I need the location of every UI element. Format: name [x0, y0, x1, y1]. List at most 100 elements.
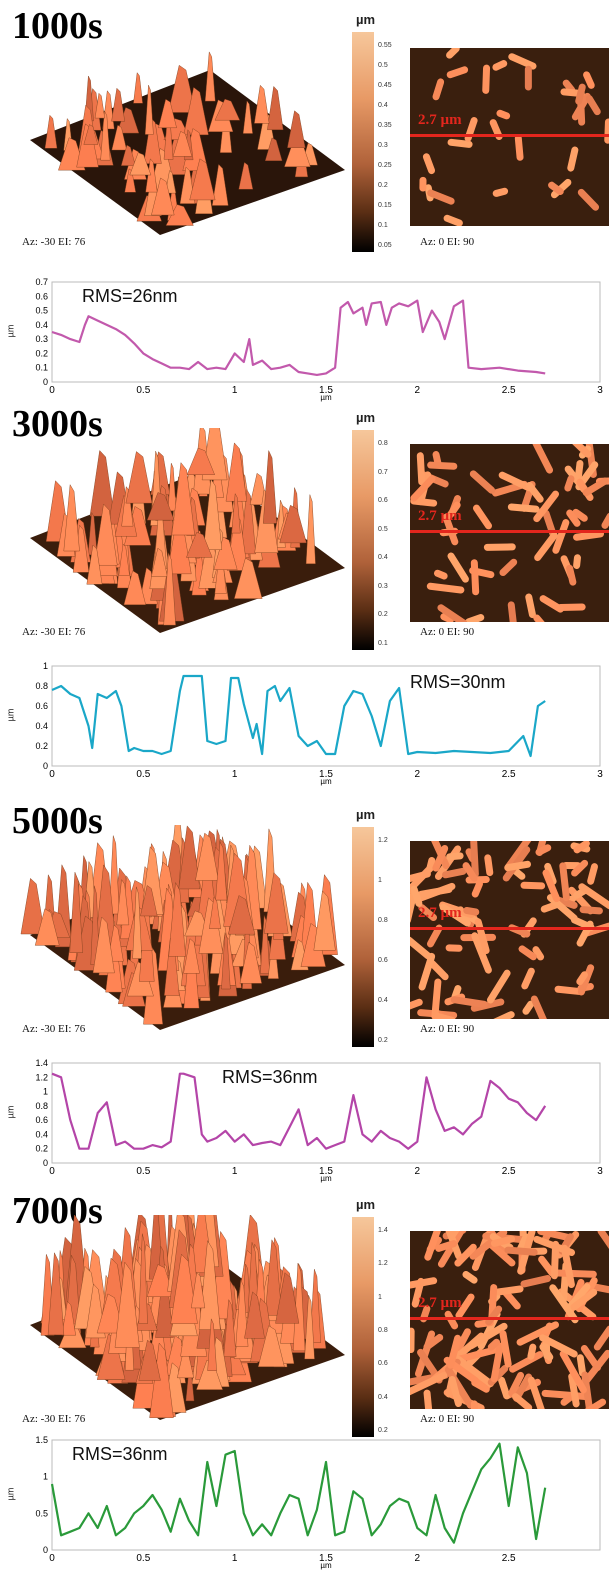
profile-line: [51, 674, 546, 758]
y-tick-label: 0.4: [35, 721, 48, 731]
view-label-2d: Az: 0 EI: 90: [420, 626, 475, 638]
y-tick-label: 0.8: [35, 1101, 48, 1111]
colorbar-tick: 0.2: [378, 1037, 388, 1044]
y-axis-label: µm: [5, 324, 16, 338]
y-axis-label: µm: [5, 1487, 16, 1501]
colorbar-tick: 0.6: [378, 1360, 388, 1368]
x-tick-label: 2: [415, 1553, 421, 1564]
colorbar-tick: 0.5: [378, 62, 388, 69]
colorbar-tick: 1.2: [378, 1260, 388, 1268]
y-tick-label: 0.6: [35, 701, 48, 711]
profile-line: [51, 299, 546, 376]
afm-panel-1000s: 1000s Az: -30 EI: 76 µm 0.55 0.5 0.45 0.4 0.35 0…: [0, 0, 609, 402]
scan-line-label: 2.7 µm: [418, 508, 462, 524]
x-tick-label: 2.5: [502, 1166, 516, 1177]
profile-line: [50, 1442, 547, 1544]
colorbar-tick: 0.2: [378, 182, 388, 189]
x-tick-label: 0.5: [136, 769, 150, 780]
afm-3d-surface: [30, 51, 345, 235]
time-label: 5000s: [12, 800, 103, 842]
x-axis-label: µm: [320, 393, 332, 402]
colorbar-tick: 0.4: [378, 102, 388, 109]
view-label-3d: Az: -30 EI: 76: [22, 1023, 86, 1035]
colorbar-tick: 0.2: [378, 1427, 388, 1434]
x-tick-label: 1.5: [319, 1166, 333, 1177]
x-tick-label: 3: [597, 1166, 603, 1177]
colorbar-tick: 0.55: [378, 42, 392, 49]
colorbar-tick: 1: [378, 1293, 382, 1301]
x-axis-label: µm: [320, 1174, 332, 1183]
plot-frame: [51, 1439, 601, 1551]
y-tick-label: 0.8: [35, 681, 48, 691]
rms-label: RMS=36nm: [222, 1067, 318, 1087]
profile-line: [51, 1072, 547, 1150]
scan-line: [410, 927, 609, 930]
colorbar-tick: 0.05: [378, 242, 392, 249]
afm-3d-surface: [30, 428, 345, 633]
afm-panel-3000s: 3000s Az: -30 EI: 76 µm 0.8 0.7 0.6 0.5 0.4 0.3 0…: [0, 398, 609, 795]
x-tick-label: 0: [49, 385, 55, 396]
y-tick-label: 0.3: [35, 334, 48, 344]
x-tick-label: 0.5: [136, 1553, 150, 1564]
x-tick-label: 1: [232, 385, 238, 396]
profile-svg: 0 0.5 1 1.5 2 2.5 3 µm 1 0.8 0.6 0.4 0.2 0: [35, 661, 603, 786]
height-profile-chart: 0 0.5 1 1.5 2 2.5 3 µm 1 0.8 0.6 0.4 0.2 0: [35, 661, 603, 786]
colorbar-tick: 0.5: [378, 525, 388, 533]
plot-frame: [51, 1062, 601, 1164]
colorbar-tick: 0.25: [378, 162, 392, 169]
afm-3d-surface: [20, 825, 345, 1030]
colorbar-tick: 0.45: [378, 82, 392, 89]
afm-panel-5000s: 5000s Az: -30 EI: 76 µm 1.2 1 0.8 0.6 0.4 0.2 2.7…: [0, 795, 609, 1185]
colorbar-unit: µm: [356, 1197, 376, 1212]
view-label-3d: Az: -30 EI: 76: [22, 1413, 86, 1425]
y-tick-label: 0.2: [35, 1144, 48, 1154]
y-axis-label: µm: [5, 708, 16, 722]
view-label-2d: Az: 0 EI: 90: [420, 236, 475, 248]
colorbar-tick: 0.3: [378, 142, 388, 149]
colorbar-tick: 0.6: [378, 957, 388, 964]
afm-2d-image: 2.7 µm: [410, 444, 609, 622]
x-tick-label: 1.5: [319, 385, 333, 396]
y-tick-label: 1.2: [35, 1072, 48, 1082]
x-tick-label: 3: [597, 769, 603, 780]
scan-line: [410, 1317, 609, 1320]
colorbar-tick: 0.1: [378, 222, 388, 229]
scan-line-label: 2.7 µm: [418, 1295, 462, 1311]
x-tick-label: 2.5: [502, 769, 516, 780]
afm-2d-image: 2.7 µm: [410, 48, 609, 226]
rms-label: RMS=30nm: [410, 672, 506, 692]
x-tick-label: 1.5: [319, 769, 333, 780]
view-label-3d: Az: -30 EI: 76: [22, 626, 86, 638]
profile-svg: 0 0.5 1 1.5 2 2.5 3 µm 1.4 1.2 1 0.8 0.6 0.4 0.2 0: [35, 1058, 603, 1183]
x-tick-label: 0: [49, 769, 55, 780]
y-tick-label: 1.4: [35, 1058, 48, 1068]
view-label-2d: Az: 0 EI: 90: [420, 1023, 475, 1035]
y-tick-label: 0.2: [35, 348, 48, 358]
colorbar-tick: 0.4: [378, 554, 388, 562]
x-tick-label: 2: [415, 385, 421, 396]
y-tick-label: 0.6: [35, 291, 48, 301]
view-label-2d: Az: 0 EI: 90: [420, 1413, 475, 1425]
x-tick-label: 1.5: [319, 1553, 333, 1564]
y-tick-label: 0.2: [35, 741, 48, 751]
x-tick-label: 0: [49, 1553, 55, 1564]
time-label: 3000s: [12, 403, 103, 445]
y-tick-label: 0.1: [35, 363, 48, 373]
y-tick-label: 0: [43, 377, 48, 387]
view-label-3d: Az: -30 EI: 76: [22, 236, 86, 248]
height-profile-chart: 0 0.5 1 1.5 2 2.5 3 µm 0.7 0.6 0.5 0.4 0.3 0.2 0.1 0: [35, 277, 603, 402]
y-tick-label: 0.7: [35, 277, 48, 287]
colorbar-tick: 0.6: [378, 497, 388, 505]
x-tick-label: 1: [232, 1553, 238, 1564]
scan-line: [410, 134, 609, 137]
colorbar-tick: 0.8: [378, 1327, 388, 1334]
colorbar-unit: µm: [356, 807, 376, 822]
colorbar-tick: 0.3: [378, 582, 388, 590]
x-tick-label: 2: [415, 769, 421, 780]
y-tick-label: 1: [43, 661, 48, 671]
x-tick-label: 3: [597, 385, 603, 396]
colorbar-tick: 1: [378, 877, 382, 884]
plot-frame: [51, 665, 601, 767]
y-axis-label: µm: [5, 1105, 16, 1119]
x-axis-label: µm: [320, 777, 332, 786]
